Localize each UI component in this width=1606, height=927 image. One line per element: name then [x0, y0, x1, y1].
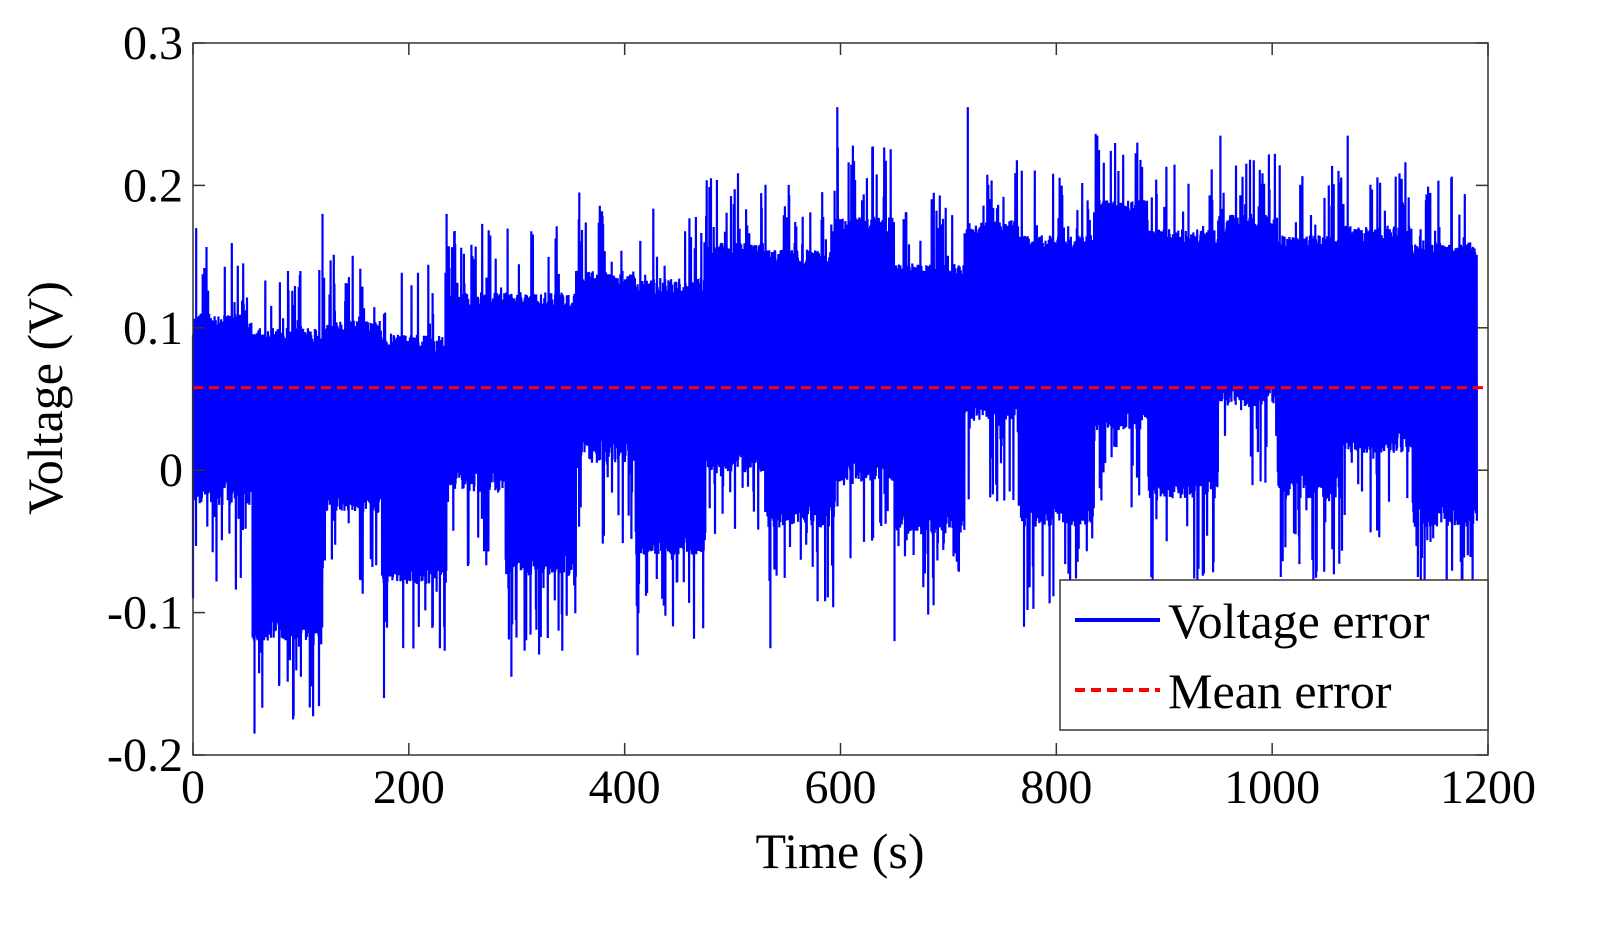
x-tick-label: 200 [373, 761, 445, 814]
x-tick-label: 600 [805, 761, 877, 814]
y-tick-label: 0 [159, 444, 183, 497]
y-tick-label: 0.2 [123, 159, 183, 212]
y-axis-title: Voltage (V) [17, 281, 73, 515]
x-tick-label: 1000 [1224, 761, 1320, 814]
series-voltage-error-line [191, 107, 1478, 734]
x-axis-title: Time (s) [755, 823, 924, 879]
x-tick-label: 0 [181, 761, 205, 814]
y-tick-label: 0.3 [123, 17, 183, 70]
x-tick-label: 800 [1020, 761, 1092, 814]
y-tick-label: -0.2 [107, 729, 183, 782]
legend-box [1059, 579, 1489, 731]
x-tick-label: 400 [589, 761, 661, 814]
y-tick-label: -0.1 [107, 587, 183, 640]
axes: 0 200 400 600 800 1000 1200 -0.2 -0.1 0 0.1 0.2 0.3 [107, 17, 1536, 814]
y-tick-label: 0.1 [123, 302, 183, 355]
legend-label-mean-error: Mean error [1168, 663, 1392, 719]
legend-label-voltage-error: Voltage error [1168, 593, 1430, 649]
plot-area [191, 107, 1488, 734]
legend: Voltage error Mean error [1059, 579, 1489, 731]
x-tick-label: 1200 [1440, 761, 1536, 814]
